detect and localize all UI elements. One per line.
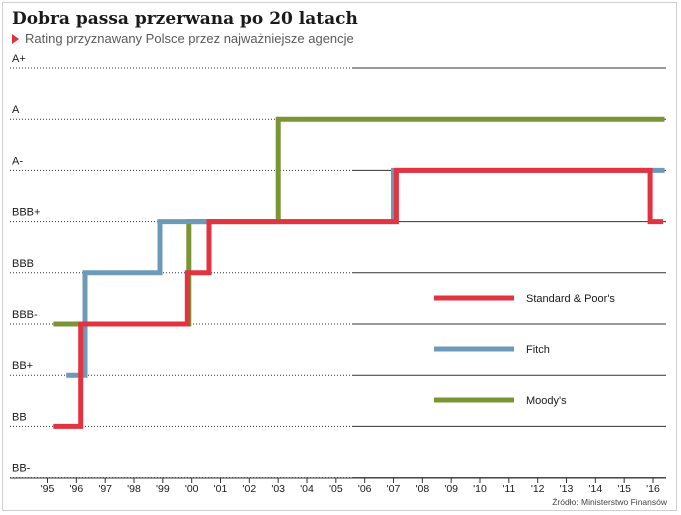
legend-label-standard-poor-s: Standard & Poor's [526, 293, 615, 305]
x-tick-15: '10 [473, 483, 487, 495]
x-tick-9: '04 [300, 483, 314, 495]
y-tick-bbb: BBB+ [12, 207, 40, 219]
x-tick-13: '08 [415, 483, 429, 495]
x-tick-12: '07 [387, 483, 401, 495]
subtitle-text: Rating przyznawany Polsce przez najważni… [25, 31, 354, 46]
y-tick-a: A+ [12, 53, 26, 65]
x-axis-labels: '95 '96 '97 '98 '99 '00 '01 '02 '03 '04 '05 '06 '07 '… [41, 478, 660, 495]
x-tick-14: '09 [444, 483, 458, 495]
x-tick-5: '00 [185, 483, 199, 495]
x-tick-3: '98 [127, 483, 141, 495]
x-tick-0: '95 [41, 483, 55, 495]
legend: Standard & Poor's Fitch Moody's [434, 293, 615, 407]
y-tick-a: A- [12, 155, 23, 167]
x-tick-16: '11 [502, 483, 515, 495]
x-tick-4: '99 [156, 483, 170, 495]
y-tick-bb: BB+ [12, 360, 33, 372]
y-axis-labels: BB- BB BB+ BBB- BBB BBB+ A- A A+ [12, 53, 40, 475]
legend-label-moody-s: Moody's [526, 395, 567, 407]
x-tick-11: '06 [358, 483, 372, 495]
x-tick-18: '13 [560, 483, 574, 495]
x-tick-21: '16 [646, 483, 660, 495]
x-tick-17: '12 [531, 483, 545, 495]
x-tick-1: '96 [69, 483, 83, 495]
y-tick-bbb: BBB [12, 258, 34, 270]
series-line-standard-poor-s [53, 167, 664, 429]
x-tick-8: '03 [271, 483, 285, 495]
x-tick-7: '02 [242, 483, 256, 495]
legend-label-fitch: Fitch [526, 344, 550, 356]
x-tick-10: '05 [329, 483, 343, 495]
x-tick-2: '97 [98, 483, 112, 495]
x-tick-20: '15 [617, 483, 631, 495]
series-line-fitch [66, 167, 665, 378]
y-tick-bb: BB- [12, 463, 31, 475]
y-tick-bbb: BBB- [12, 309, 38, 321]
triangle-marker-icon [12, 34, 19, 44]
source-note: Źródło: Ministerstwo Finansów [552, 497, 667, 507]
y-tick-a: A [12, 104, 20, 116]
chart-subtitle: Rating przyznawany Polsce przez najważni… [12, 31, 354, 46]
series-lines [53, 116, 665, 429]
chart-title: Dobra passa przerwana po 20 latach [12, 9, 358, 29]
x-tick-6: '01 [214, 483, 228, 495]
y-tick-bb: BB [12, 411, 27, 423]
chart-frame [2, 2, 677, 511]
x-tick-19: '14 [588, 483, 602, 495]
